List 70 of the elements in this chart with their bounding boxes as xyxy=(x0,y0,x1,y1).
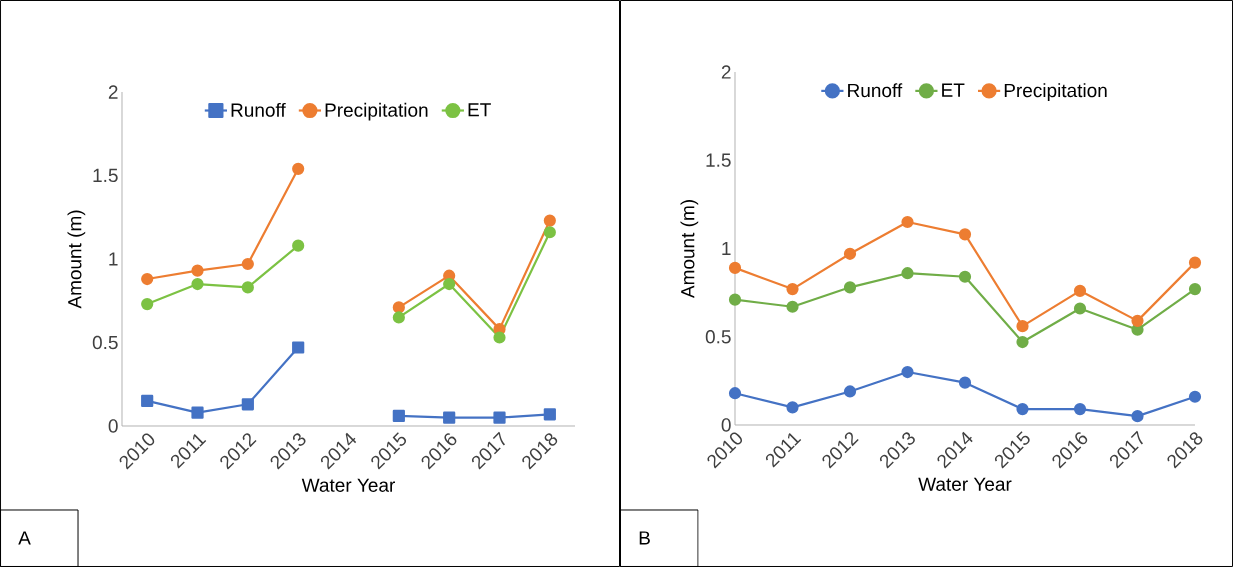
text: A xyxy=(18,531,31,545)
point xyxy=(543,408,556,421)
point xyxy=(241,398,254,411)
y-tick-label: 0.5 xyxy=(705,330,731,344)
y-tick-label: 0 xyxy=(721,418,731,432)
point xyxy=(728,261,742,274)
point xyxy=(786,282,799,296)
point xyxy=(843,385,857,398)
point xyxy=(1016,320,1029,333)
legend-label: Runoff xyxy=(231,102,286,117)
y-tick-label: 0.5 xyxy=(92,335,118,350)
point xyxy=(493,411,506,424)
point xyxy=(901,267,914,280)
point xyxy=(191,264,204,277)
point xyxy=(843,247,857,260)
legend-label: ET xyxy=(942,83,965,97)
y-axis-title: Amount (m) xyxy=(67,210,86,309)
point xyxy=(443,411,456,424)
point xyxy=(1073,302,1087,315)
legend-label: Precipitation xyxy=(1004,83,1107,101)
point xyxy=(901,365,914,379)
point xyxy=(1131,314,1144,327)
point xyxy=(901,215,914,229)
point xyxy=(1073,284,1087,297)
point xyxy=(843,281,857,294)
point xyxy=(786,401,799,414)
point xyxy=(241,257,254,271)
x-axis-title: Water Year xyxy=(918,477,1012,491)
legend-label: Runoff xyxy=(848,83,903,98)
point xyxy=(392,409,405,423)
point xyxy=(292,341,305,354)
point xyxy=(728,387,742,400)
y-tick-label: 2 xyxy=(721,65,731,79)
point xyxy=(543,214,556,227)
point xyxy=(1188,282,1202,296)
x-axis-title: Water Year xyxy=(301,478,395,492)
point xyxy=(728,293,742,306)
y-tick-label: 1.5 xyxy=(706,153,731,167)
y-tick-label: 1 xyxy=(722,241,731,256)
point xyxy=(141,394,154,408)
point xyxy=(1016,403,1029,416)
y-tick-label: 2 xyxy=(108,85,118,99)
point xyxy=(1073,403,1087,416)
point xyxy=(493,331,506,344)
point xyxy=(958,376,972,389)
point xyxy=(141,297,154,311)
point xyxy=(958,228,972,241)
point xyxy=(392,301,405,314)
point xyxy=(191,277,204,291)
point xyxy=(1188,390,1202,403)
y-tick-label: 0 xyxy=(108,419,118,433)
point xyxy=(1016,335,1029,349)
point xyxy=(141,272,154,286)
legend-label: ET xyxy=(468,103,491,117)
legend-label: Precipitation xyxy=(325,102,428,121)
point xyxy=(1188,256,1202,269)
point xyxy=(543,226,556,239)
point xyxy=(191,406,204,419)
y-tick-label: 1 xyxy=(109,252,118,266)
point xyxy=(958,270,972,283)
point xyxy=(292,239,305,252)
point xyxy=(786,300,799,313)
y-axis-title: Amount (m) xyxy=(680,200,699,299)
point xyxy=(443,277,456,291)
y-tick-label: 1.5 xyxy=(93,168,118,183)
point xyxy=(241,281,254,294)
text: B xyxy=(639,531,650,545)
point xyxy=(392,311,405,324)
point xyxy=(292,162,305,175)
point xyxy=(1131,410,1144,423)
